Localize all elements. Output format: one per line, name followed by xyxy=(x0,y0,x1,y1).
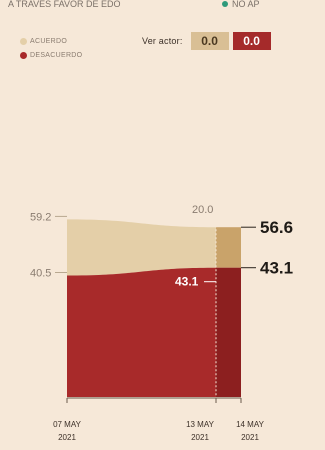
x-tick-year-2: 2021 xyxy=(241,433,259,442)
area-acuerdo-last xyxy=(216,227,241,268)
start-label-acuerdo: 59.2 xyxy=(30,211,51,223)
x-tick-label-2: 14 MAY xyxy=(236,420,265,429)
area-desacuerdo-last xyxy=(216,268,241,397)
x-tick-year-0: 2021 xyxy=(58,433,76,442)
mid-label-desacuerdo: 43.1 xyxy=(175,275,199,289)
end-label-desacuerdo: 43.1 xyxy=(260,259,293,278)
x-tick-label-1: 13 MAY xyxy=(186,420,215,429)
x-tick-label-0: 07 MAY xyxy=(53,420,82,429)
start-label-desacuerdo: 40.5 xyxy=(30,268,51,280)
area-acuerdo xyxy=(67,219,216,275)
end-label-acuerdo: 56.6 xyxy=(260,218,293,237)
x-tick-year-1: 2021 xyxy=(191,433,209,442)
mid-label-acuerdo: 20.0 xyxy=(192,204,213,216)
